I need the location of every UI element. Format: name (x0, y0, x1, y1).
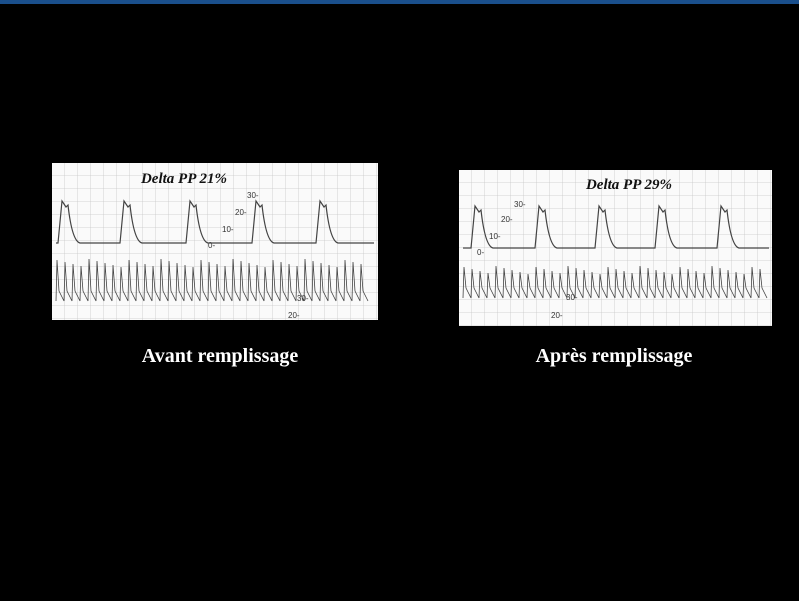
scale-label: 30- (566, 293, 578, 302)
trace-panel: Delta PP 21% 30- 20- 10- 0- 30- 20- (52, 163, 378, 320)
trace-panel: Delta PP 29% 30- 20- 10- 0- 30- 20- (459, 170, 772, 326)
scale-label: 10- (222, 225, 234, 234)
panel-title: Delta PP 29% (585, 177, 672, 193)
slide: Delta PP 21% 30- 20- 10- 0- 30- 20- Avan… (0, 0, 799, 601)
scale-label: 0- (477, 248, 484, 257)
scale-label: 20- (551, 311, 563, 320)
scale-label: 20- (501, 215, 513, 224)
scale-label: 30- (247, 191, 259, 200)
scale-label: 10- (489, 232, 501, 241)
scale-label: 30- (514, 200, 526, 209)
scale-label: 20- (288, 311, 300, 320)
scale-label: 0- (208, 241, 215, 250)
caption: Après remplissage (536, 345, 693, 367)
top-bar (0, 0, 799, 4)
scale-label: 20- (235, 208, 247, 217)
caption: Avant remplissage (142, 345, 299, 367)
panel-title: Delta PP 21% (140, 171, 227, 187)
